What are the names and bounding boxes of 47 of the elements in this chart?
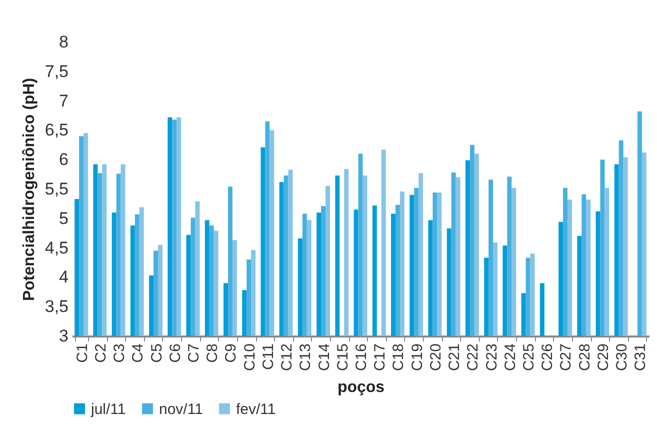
x-tick-label: C4 [130,344,147,363]
y-tick-label: 4 [59,268,68,287]
y-tick-label: 5,5 [44,180,68,198]
y-tick-label: 7 [59,91,68,110]
x-tick-label: C14 [316,344,333,372]
x-tick-label: C9 [222,344,240,363]
y-axis-title: Potencialhidrogeniônico (pH) [20,78,38,302]
y-tick-label: 6 [59,150,68,170]
x-tick-label: C31 [632,344,650,372]
x-tick-label: C28 [576,344,594,372]
y-tick-label: 7,5 [44,62,68,81]
y-tick-label: 4,5 [44,238,68,258]
x-tick-label: C19 [408,344,426,372]
x-axis-title: poços [337,379,385,396]
y-tick-label: 3,5 [44,297,68,316]
x-tick-label: C30 [614,344,631,372]
legend-label: fev/11 [236,400,276,418]
x-tick-label: C2 [92,344,110,363]
x-tick-label: C16 [353,344,370,372]
x-tick-label: C7 [185,344,202,363]
x-tick-label: C10 [241,344,258,372]
x-tick-label: C13 [297,344,314,372]
x-tick-label: C18 [390,344,408,372]
y-tick-label: 6,5 [44,120,68,140]
x-tick-label: C3 [111,344,128,363]
x-tick-label: C29 [594,344,612,372]
x-tick-label: C22 [464,344,482,372]
x-tick-label: C8 [204,344,222,363]
x-tick-label: C11 [260,344,277,370]
y-tick-label: 3 [59,326,68,346]
x-tick-label: C1 [74,344,91,363]
x-tick-label: C17 [372,344,389,372]
x-tick-label: C5 [148,344,166,363]
x-tick-label: C24 [502,344,519,372]
x-tick-label: C15 [334,344,352,372]
x-tick-label: C6 [166,344,184,363]
legend-label: nov/11 [159,400,203,418]
x-tick-label: C21 [446,344,464,372]
legend-label: jul/11 [90,400,126,418]
x-tick-label: C27 [558,344,575,372]
x-tick-label: C12 [278,344,296,372]
y-tick-label: 8 [59,32,68,52]
x-tick-label: C23 [483,344,500,372]
x-tick-label: C25 [520,344,538,372]
y-tick-label: 5 [59,208,68,228]
x-tick-label: C26 [539,344,556,372]
x-tick-label: C20 [427,344,444,372]
